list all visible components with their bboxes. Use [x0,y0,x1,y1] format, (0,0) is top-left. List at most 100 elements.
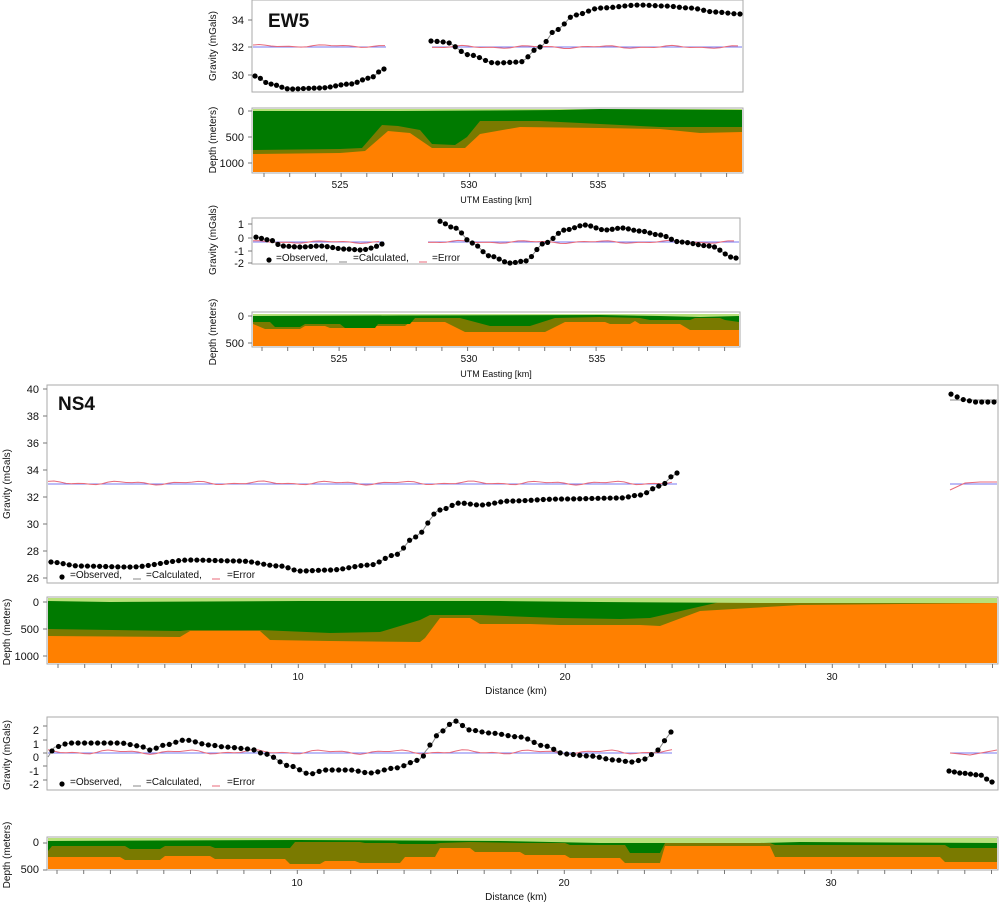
ns4-observed-point [121,564,127,570]
ns4-observed-point [376,559,382,565]
ns4-observed-point [218,558,224,564]
ns4-observed-point [303,568,309,574]
ns4-observed-point [544,743,550,749]
ns4-observed-point [972,399,979,405]
ns4-observed-point [382,555,388,561]
ns4-observed-point [466,727,472,733]
ew5-observed-point [346,246,352,252]
ew5-observed-point [458,230,465,236]
ew5-observed-point [333,83,339,89]
ew5-observed-point [475,243,481,249]
ew5-observed-point [437,218,443,224]
ew5-observed-point [324,244,330,250]
ns4-observed-point [370,561,376,568]
ns4-observed-point [467,501,473,507]
ew5-observed-point [357,247,363,253]
ns4-observed-point [218,744,225,750]
ew5-observed-point [593,225,599,231]
ew5-observed-point [273,82,280,88]
ns4-observed-point [668,729,674,735]
ns4-observed-point [166,741,172,748]
ew5-observed-point [470,52,477,59]
ns4-observed-point [334,567,340,573]
ew5-observed-point [349,81,355,87]
ns4-observed-point [425,520,431,526]
ew5-observed-point [306,85,312,91]
ew5-observed-point [537,44,543,50]
ns4-observed-point [948,391,954,397]
ns4-observed-point [257,750,264,756]
ns4-observed-point [443,505,449,512]
ns4-observed-point [650,486,656,492]
ns4-observed-point [145,562,151,569]
ew5-observed-point [577,223,583,229]
ew5-observed-point [679,239,685,245]
ns4-observed-point [461,500,467,506]
ew5-observed-point [512,259,518,266]
ns4-observed-point [231,745,238,751]
ns4-observed-point [95,740,101,746]
ns4-observed-point [279,563,285,569]
ew5-observed-point [428,38,434,44]
ns4-observed-point [485,730,492,736]
ns4-observed-point [212,742,218,749]
ew5-observed-point [379,241,385,247]
ns4-observed-point [157,560,163,567]
ns4-observed-point [108,740,114,746]
ew5-observed-point [381,66,387,72]
ns4-observed-point [270,754,277,760]
ns4-observed-point [179,737,185,743]
ew5-observed-point [561,21,567,27]
ew5-observed-point [269,238,276,244]
ew5-observed-point [615,225,621,231]
ns4-observed-point [375,769,381,775]
ew5-observed-point [362,246,369,253]
ns4-observed-point [316,768,322,774]
ns4-observed-point [414,757,420,763]
ns4-observed-point [510,498,516,504]
ew5-observed-point [464,51,470,58]
ns4-observed-point [103,563,109,570]
ew5-observed-point [452,44,458,50]
ns4-depth-green-layer [48,598,997,633]
ns4-observed-point [522,497,528,504]
ns4-observed-point [504,498,510,504]
ew5-observed-point [446,40,452,46]
ns4-observed-point [81,740,88,746]
ns4-observed-point [979,399,985,405]
ns4-observed-point [394,551,401,557]
ns4-observed-point [419,529,425,535]
ns4-observed-point [261,561,267,567]
ew5-observed-point [543,38,549,45]
ew5-observed-point [275,241,281,247]
ns4-observed-point [459,722,466,729]
ew5-observed-point [658,3,664,9]
ns4-observed-point [528,497,534,503]
ns4-observed-point [498,731,505,737]
ns4-observed-point [525,736,531,742]
ew5-observed-point [695,242,701,248]
ns4-observed-point [342,767,348,773]
ew5-observed-point [737,11,743,17]
ns4-error-line [47,480,673,486]
ew5-observed-point [561,227,567,233]
ew5-observed-point [658,232,664,238]
ns4-observed-point [951,769,957,775]
ew5-observed-point [257,75,263,81]
ew5-observed-point [719,9,725,15]
ns4-observed-point [329,767,335,773]
ew5-observed-point [335,245,341,252]
ns4-observed-point [147,747,153,753]
ns4-observed-point [583,753,589,759]
ns4-observed-point [596,754,602,760]
ns4-observed-point [989,779,995,785]
ew5-observed-point [373,243,380,249]
ns4-observed-point [72,563,78,569]
ew5-observed-point [625,226,631,232]
ns4-observed-point [336,767,342,773]
ns4-observed-point [505,733,511,739]
ns4-observed-point [303,770,309,776]
ns4-observed-point [601,495,607,501]
ew5-observed-point [264,237,270,243]
ns4-observed-point [160,742,166,748]
